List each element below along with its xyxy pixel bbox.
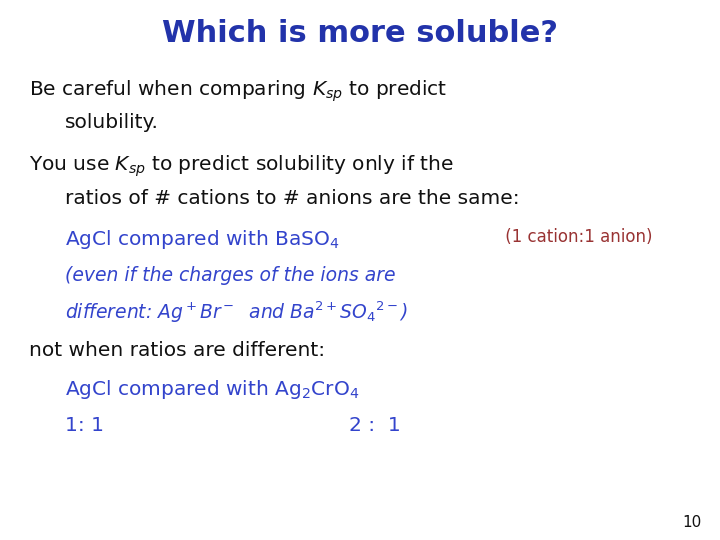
Text: 2 :  1: 2 : 1 — [349, 416, 401, 435]
Text: 10: 10 — [683, 515, 702, 530]
Text: You use $K_{sp}$ to predict solubility only if the: You use $K_{sp}$ to predict solubility o… — [29, 154, 454, 179]
Text: (even if the charges of the ions are: (even if the charges of the ions are — [65, 266, 395, 285]
Text: solubility.: solubility. — [65, 113, 158, 132]
Text: not when ratios are different:: not when ratios are different: — [29, 341, 325, 360]
Text: Be careful when comparing $K_{sp}$ to predict: Be careful when comparing $K_{sp}$ to pr… — [29, 78, 447, 104]
Text: Which is more soluble?: Which is more soluble? — [162, 19, 558, 48]
Text: AgCl compared with BaSO$_4$: AgCl compared with BaSO$_4$ — [65, 228, 340, 251]
Text: ratios of # cations to # anions are the same:: ratios of # cations to # anions are the … — [65, 189, 519, 208]
Text: different: Ag$^+$Br$^-$  and Ba$^{2+}$SO$_4$$^{2-}$): different: Ag$^+$Br$^-$ and Ba$^{2+}$SO$… — [65, 300, 408, 325]
Text: (1 cation:1 anion): (1 cation:1 anion) — [500, 228, 653, 246]
Text: AgCl compared with Ag$_2$CrO$_4$: AgCl compared with Ag$_2$CrO$_4$ — [65, 378, 359, 401]
Text: 1: 1: 1: 1 — [65, 416, 104, 435]
